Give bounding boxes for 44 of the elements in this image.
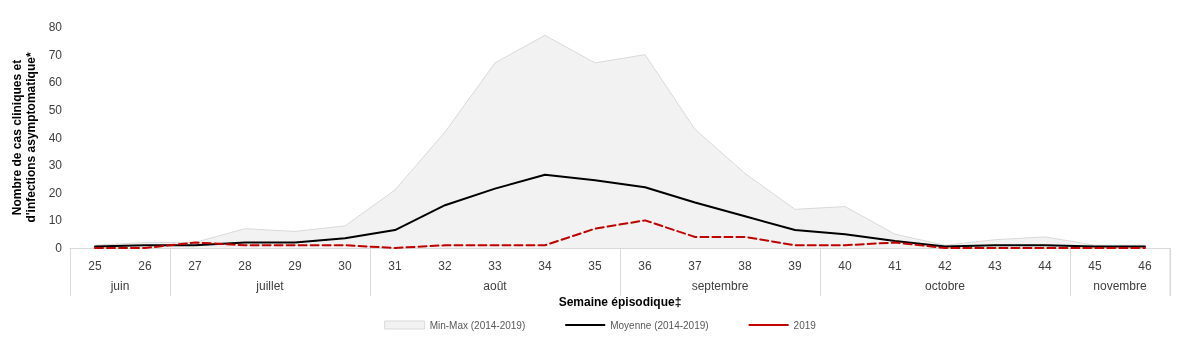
x-tick-label: 46 xyxy=(1138,259,1152,273)
y-tick-label: 20 xyxy=(48,185,63,200)
x-tick-label: 28 xyxy=(238,259,252,273)
y-tick-label: 60 xyxy=(48,75,63,90)
y-tick-label: 50 xyxy=(48,102,63,117)
x-tick-label: 36 xyxy=(638,259,652,273)
x-tick-label: 38 xyxy=(738,259,752,273)
x-tick-label: 33 xyxy=(488,259,502,273)
y-axis-title: Nombre de cas cliniques et d'infections asymptomatique* xyxy=(9,52,38,223)
x-tick-label: 39 xyxy=(788,259,802,273)
x-tick-label: 45 xyxy=(1088,259,1102,273)
x-tick-label: 32 xyxy=(438,259,452,273)
text: septembre xyxy=(691,279,749,293)
x-tick-label: 27 xyxy=(188,259,202,273)
x-tick-label: 41 xyxy=(888,259,902,273)
line-series xyxy=(94,219,1146,249)
y-tick-label: 70 xyxy=(48,47,63,62)
x-tick-label: 31 xyxy=(388,259,402,273)
x-tick-label: 26 xyxy=(138,259,152,273)
x-tick-label: 35 xyxy=(588,259,602,273)
x-tick-label: 30 xyxy=(338,259,352,273)
text: juin xyxy=(109,279,130,293)
legend-label: 2019 xyxy=(793,319,817,331)
legend-label: Min-Max (2014-2019) xyxy=(429,319,526,331)
text: juillet xyxy=(255,279,285,293)
x-tick-label: 34 xyxy=(538,259,552,273)
y-tick-label: 10 xyxy=(48,213,63,228)
x-tick-label: 43 xyxy=(988,259,1002,273)
x-tick-label: 42 xyxy=(938,259,952,273)
x-tick-label: 37 xyxy=(688,259,702,273)
y-tick-label: 30 xyxy=(48,158,63,173)
x-tick-label: 44 xyxy=(1038,259,1052,273)
x-tick-label: 25 xyxy=(88,259,102,273)
text: août xyxy=(483,279,508,293)
y-tick-label: 40 xyxy=(48,130,63,145)
y-tick-label: 0 xyxy=(55,241,63,255)
x-tick-label: 29 xyxy=(288,259,302,273)
text: octobre xyxy=(924,279,966,293)
x-axis-title: Semaine épisodique‡ xyxy=(558,295,682,309)
y-tick-label: 80 xyxy=(48,20,63,34)
legend-label: Moyenne (2014-2019) xyxy=(610,319,709,331)
text: novembre xyxy=(1093,279,1147,293)
x-tick-label: 40 xyxy=(838,259,852,273)
line-series xyxy=(94,173,1146,248)
